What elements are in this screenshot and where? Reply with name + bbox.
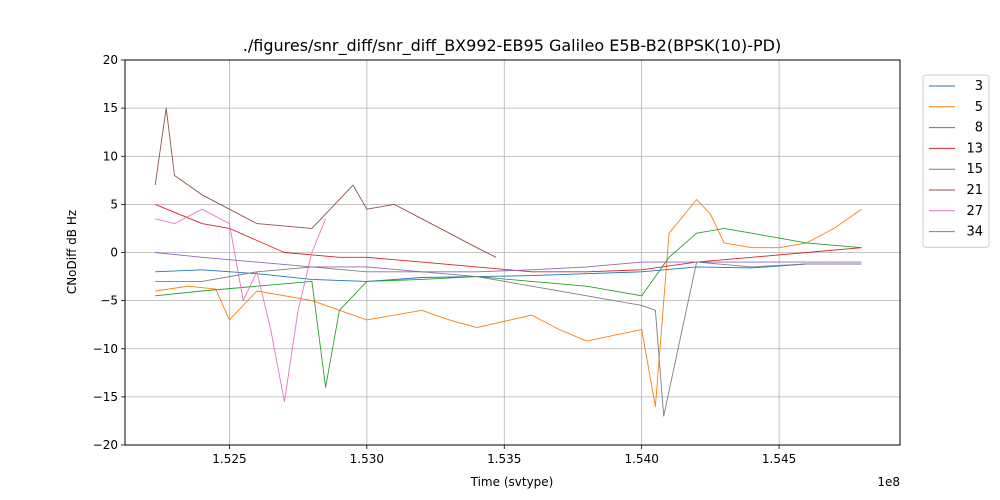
y-tick-label: −20: [93, 438, 118, 452]
y-axis-label: CNoDiff dB Hz: [65, 210, 79, 294]
y-tick-label: −15: [93, 390, 118, 404]
chart-title: ./figures/snr_diff/snr_diff_BX992-EB95 G…: [243, 36, 781, 56]
plot-lines: [154, 107, 862, 417]
x-tick-label: 1.540: [624, 452, 658, 466]
series-line-13: [155, 203, 862, 273]
series-line-15: [155, 252, 862, 273]
x-tick-label: 1.530: [350, 452, 384, 466]
y-tick-label: 10: [103, 149, 118, 163]
y-tick-label: −5: [100, 294, 118, 308]
x-axis-label: Time (svtype): [470, 475, 554, 489]
series-line-21: [154, 107, 497, 258]
x-tick-label: 1.545: [762, 452, 796, 466]
series-line-3: [155, 263, 862, 282]
y-tick-label: 0: [110, 246, 118, 260]
y-tick-label: 20: [103, 53, 118, 67]
legend-label: 3: [975, 79, 983, 94]
axis-ticks: 1.525 1.530 1.535 1.540 1.545 −20 −15 −10 −5 0 5 10…: [93, 53, 797, 466]
legend-box: [922, 74, 990, 248]
x-tick-label: 1.535: [487, 452, 521, 466]
x-offset-label: 1e8: [877, 475, 900, 489]
legend-label: 21: [966, 183, 983, 198]
legend: 3 5 8 13 15 21 27 34: [922, 74, 990, 248]
legend-label: 8: [975, 121, 983, 136]
y-tick-label: 5: [110, 197, 118, 211]
legend-label: 13: [966, 141, 983, 156]
series-line-5: [155, 199, 862, 407]
y-tick-label: 15: [103, 101, 118, 115]
legend-label: 27: [966, 204, 983, 219]
y-tick-label: −10: [93, 342, 118, 356]
legend-label: 5: [975, 100, 983, 115]
series-line-34: [155, 261, 862, 417]
legend-label: 15: [966, 162, 983, 177]
series-line-8: [155, 227, 862, 388]
legend-label: 34: [966, 225, 983, 240]
x-tick-label: 1.525: [212, 452, 246, 466]
